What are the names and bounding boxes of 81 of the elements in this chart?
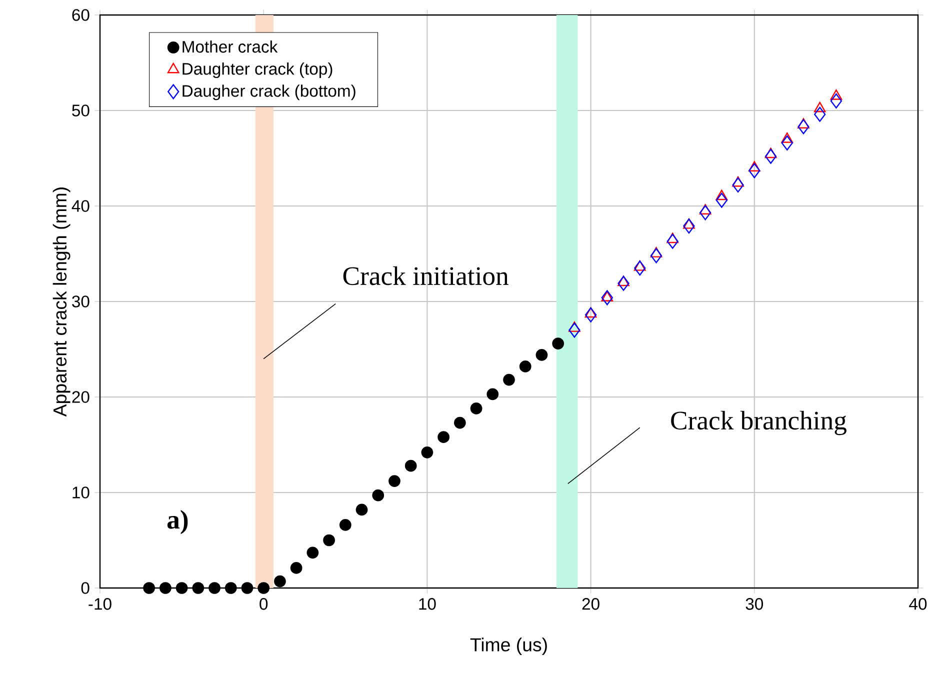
- point: [552, 338, 564, 350]
- point: [176, 582, 188, 594]
- point: [650, 247, 662, 258]
- point: [748, 161, 760, 172]
- point: [618, 276, 630, 291]
- point: [404, 460, 417, 472]
- point: [160, 582, 172, 594]
- x-tick-label: 0: [260, 598, 268, 610]
- y-tick-label: 60: [72, 9, 90, 21]
- y-tick-label: 40: [72, 200, 90, 212]
- point: [764, 148, 777, 164]
- point: [290, 562, 302, 574]
- x-tick-label: 20: [582, 598, 600, 610]
- annotation: Crack branching: [671, 410, 846, 436]
- point: [683, 218, 695, 229]
- y-tick-label: 50: [72, 104, 90, 116]
- point: [208, 582, 220, 594]
- annotation: a): [167, 510, 188, 534]
- point: [339, 519, 352, 531]
- point: [503, 374, 515, 386]
- point: [356, 504, 368, 516]
- point: [781, 132, 794, 143]
- point: [699, 204, 712, 214]
- point: [716, 190, 728, 200]
- point: [748, 163, 760, 178]
- point: [634, 260, 646, 276]
- point: [814, 106, 826, 122]
- point: [700, 205, 712, 220]
- point: [306, 546, 319, 559]
- point: [618, 276, 630, 286]
- x-tick-label: 40: [909, 598, 927, 610]
- point: [732, 177, 744, 193]
- point: [781, 135, 793, 151]
- point: [666, 234, 678, 249]
- point: [683, 218, 695, 234]
- point: [372, 489, 384, 502]
- point: [258, 582, 270, 594]
- y-tick-label: 10: [72, 486, 90, 498]
- point: [421, 446, 434, 458]
- point: [798, 118, 810, 128]
- point: [454, 416, 466, 429]
- point: [274, 575, 286, 588]
- x-tick-label: 30: [746, 598, 764, 610]
- x-tick-label: 10: [419, 598, 436, 610]
- point: [601, 290, 614, 302]
- point: [650, 248, 662, 264]
- point: [224, 582, 237, 594]
- y-tick-label: 20: [72, 391, 90, 403]
- point: [585, 307, 597, 322]
- point: [830, 89, 842, 100]
- point: [601, 290, 613, 306]
- point: [323, 534, 335, 546]
- x-axis-title: Time (us): [470, 638, 547, 656]
- point: [568, 322, 580, 338]
- point: [568, 322, 580, 332]
- point: [634, 260, 646, 271]
- point: [732, 176, 744, 187]
- point: [438, 431, 450, 444]
- point: [192, 582, 204, 594]
- legend-label: Mother crack: [182, 40, 278, 53]
- point: [716, 192, 728, 208]
- legend-label: Daugher crack (bottom): [182, 84, 356, 100]
- y-axis-title: Apparent crack length (mm): [52, 188, 70, 417]
- point: [830, 93, 842, 108]
- point: [143, 582, 156, 594]
- point: [798, 119, 810, 134]
- point: [388, 475, 400, 487]
- point: [584, 307, 597, 318]
- legend-label: Daughter crack (top): [182, 62, 332, 78]
- annotation: Crack initiation: [343, 266, 508, 286]
- y-tick-label: 30: [72, 296, 90, 308]
- point: [814, 102, 826, 112]
- point: [486, 388, 499, 400]
- y-tick-label: 0: [81, 582, 90, 594]
- point: [536, 349, 548, 361]
- x-tick-label: -10: [88, 598, 112, 610]
- point: [241, 582, 254, 594]
- point: [470, 402, 482, 414]
- point: [666, 232, 679, 244]
- point: [519, 360, 532, 372]
- point: [764, 148, 777, 158]
